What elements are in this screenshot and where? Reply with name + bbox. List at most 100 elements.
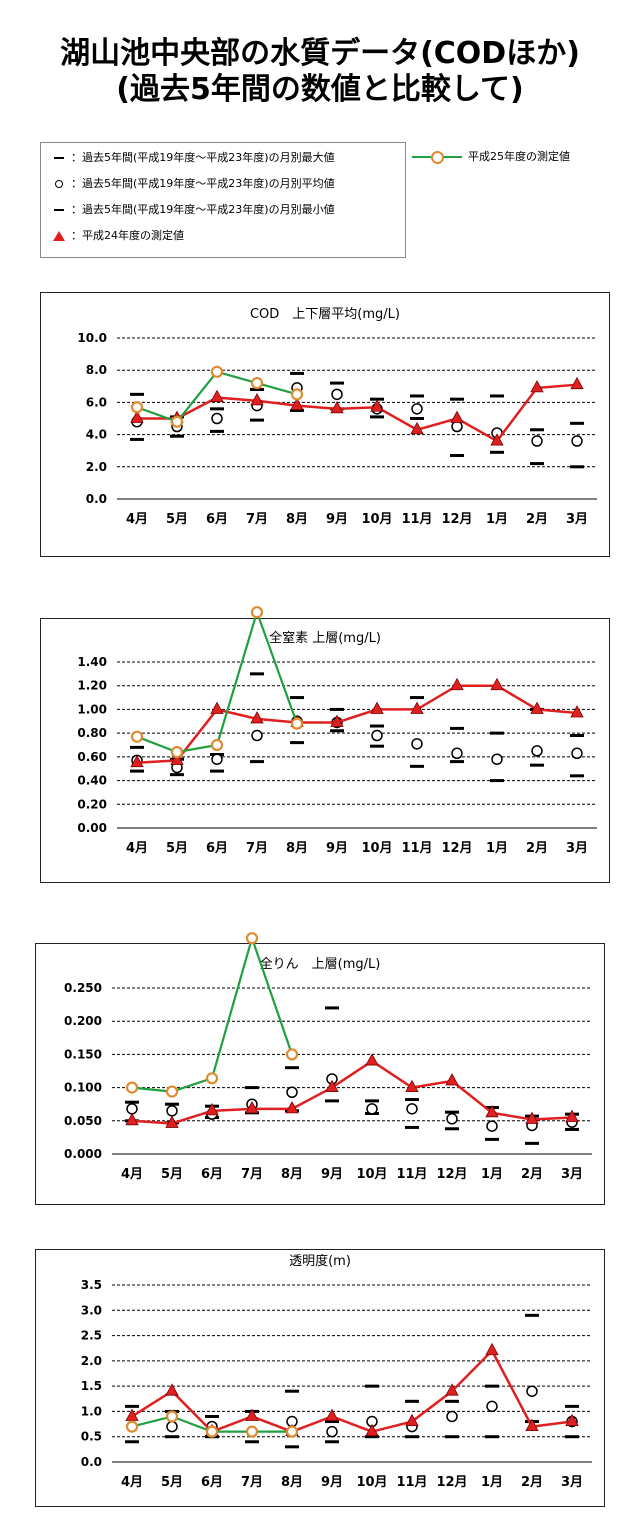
h24-marker: [210, 389, 224, 402]
h24-marker: [365, 1053, 379, 1066]
max-marker: [530, 428, 544, 432]
max-marker: [445, 1399, 459, 1403]
min-marker: [405, 1125, 419, 1129]
y-tick-label: 0.250: [64, 981, 102, 995]
h24-marker: [245, 1408, 259, 1421]
min-marker: [570, 774, 584, 778]
max-marker: [365, 1384, 379, 1388]
min-marker: [125, 1440, 139, 1444]
h25-marker: [165, 1410, 179, 1423]
y-tick-label: 0.150: [64, 1047, 102, 1061]
x-tick-label: 11月: [396, 1475, 427, 1490]
max-marker: [250, 672, 264, 676]
legend-max: ：過去5年間(平成19年度～平成23年度)の月別最大値: [51, 151, 335, 165]
avg-marker: [286, 1086, 298, 1098]
x-tick-label: 1月: [481, 1475, 503, 1490]
min-marker: [285, 1445, 299, 1449]
y-tick-label: 8.0: [86, 363, 107, 377]
max-marker: [405, 1399, 419, 1403]
min-marker: [445, 1127, 459, 1131]
h25-marker: [205, 1425, 219, 1438]
h25-marker: [210, 738, 224, 752]
min-marker: [525, 1141, 539, 1145]
chart-title: 全窒素 上層(mg/L): [269, 630, 381, 646]
h24-series-line: [131, 1348, 573, 1434]
min-marker: [485, 1435, 499, 1439]
min-marker: [490, 779, 504, 783]
x-tick-label: 8月: [286, 512, 308, 527]
min-marker: [250, 418, 264, 422]
y-tick-label: 0.200: [64, 1014, 102, 1028]
y-tick-label: 10.0: [77, 331, 107, 345]
h25-marker: [125, 1081, 139, 1094]
min-marker: [165, 1435, 179, 1439]
min-marker: [290, 408, 304, 412]
min-marker: [570, 465, 584, 469]
y-tick-label: 0.0: [81, 1455, 102, 1469]
chart-title: 透明度(m): [289, 1253, 351, 1269]
max-marker: [490, 394, 504, 398]
min-marker: [485, 1137, 499, 1141]
min-marker: [450, 454, 464, 458]
x-tick-label: 6月: [206, 512, 228, 527]
h24-marker: [530, 380, 544, 393]
x-tick-label: 9月: [321, 1475, 343, 1490]
h24-marker: [405, 1079, 419, 1093]
x-tick-label: 5月: [161, 1167, 183, 1182]
h24-marker: [125, 1112, 139, 1126]
h24-marker: [565, 1109, 579, 1122]
max-marker: [250, 388, 264, 392]
y-tick-label: 0.0: [86, 492, 107, 506]
avg-marker: [371, 729, 383, 742]
chart-svg: 全窒素 上層(mg/L) 0.00 0.20 0.40 0.60 0.80 1.00 1.20…: [77, 606, 597, 856]
max-marker: [130, 392, 144, 396]
dash-marker-icon: [54, 157, 64, 159]
h25-marker: [130, 401, 144, 414]
page-title: 湖山池中央部の水質データ(CODほか): [60, 36, 580, 71]
x-tick-label: 3月: [561, 1475, 583, 1490]
chart-title: COD 上下層平均(mg/L): [250, 307, 400, 322]
y-tick-label: 2.0: [86, 460, 107, 474]
max-marker: [405, 1098, 419, 1102]
h24-marker: [130, 754, 144, 768]
h24-marker: [205, 1103, 219, 1116]
min-marker: [410, 417, 424, 420]
h24-marker: [130, 410, 144, 423]
h24-marker: [530, 701, 544, 714]
y-tick-label: 0.050: [64, 1114, 102, 1128]
x-tick-label: 12月: [436, 1167, 467, 1182]
y-tick-label: 0.40: [77, 774, 107, 788]
legend-h25: 平成25年度の測定値: [412, 148, 570, 164]
legend-box: ：過去5年間(平成19年度～平成23年度)の月別最大値 ：過去5年間(平成19年…: [40, 142, 406, 258]
min-marker: [245, 1440, 259, 1444]
h25-marker: [250, 376, 264, 390]
x-tick-label: 10月: [356, 1167, 387, 1182]
max-marker: [130, 745, 144, 749]
legend-min-label: ：過去5年間(平成19年度～平成23年度)の月別最小値: [71, 203, 335, 216]
y-tick-label: 1.0: [81, 1404, 102, 1418]
min-marker: [325, 1099, 339, 1103]
max-marker: [370, 724, 384, 728]
h25-marker: [285, 1425, 299, 1438]
y-tick-label: 0.000: [64, 1147, 102, 1161]
x-tick-label: 11月: [396, 1167, 427, 1182]
min-marker: [490, 450, 504, 454]
h25-marker: [290, 388, 304, 401]
x-tick-label: 3月: [566, 512, 588, 527]
y-tick-label: 0.5: [81, 1430, 102, 1444]
h24-marker: [565, 1413, 579, 1426]
x-tick-label: 9月: [321, 1167, 343, 1182]
legend-max-label: ：過去5年間(平成19年度～平成23年度)の月別最大値: [71, 151, 335, 164]
x-tick-label: 1月: [486, 512, 508, 527]
max-marker: [330, 707, 344, 711]
avg-marker: [406, 1103, 418, 1115]
x-tick-label: 7月: [246, 512, 268, 527]
x-tick-label: 2月: [526, 512, 548, 527]
legend-h25-label: 平成25年度の測定値: [468, 150, 570, 163]
h25-marker: [210, 365, 224, 378]
chart-svg: 透明度(m) 0.0 0.5 1.0 1.5 2.0 2.5 3.0 3.5 4月 5月 6月 7月 8月…: [81, 1253, 592, 1490]
min-marker: [450, 760, 464, 764]
avg-marker: [451, 747, 463, 760]
max-marker: [330, 381, 344, 385]
max-marker: [125, 1100, 139, 1104]
